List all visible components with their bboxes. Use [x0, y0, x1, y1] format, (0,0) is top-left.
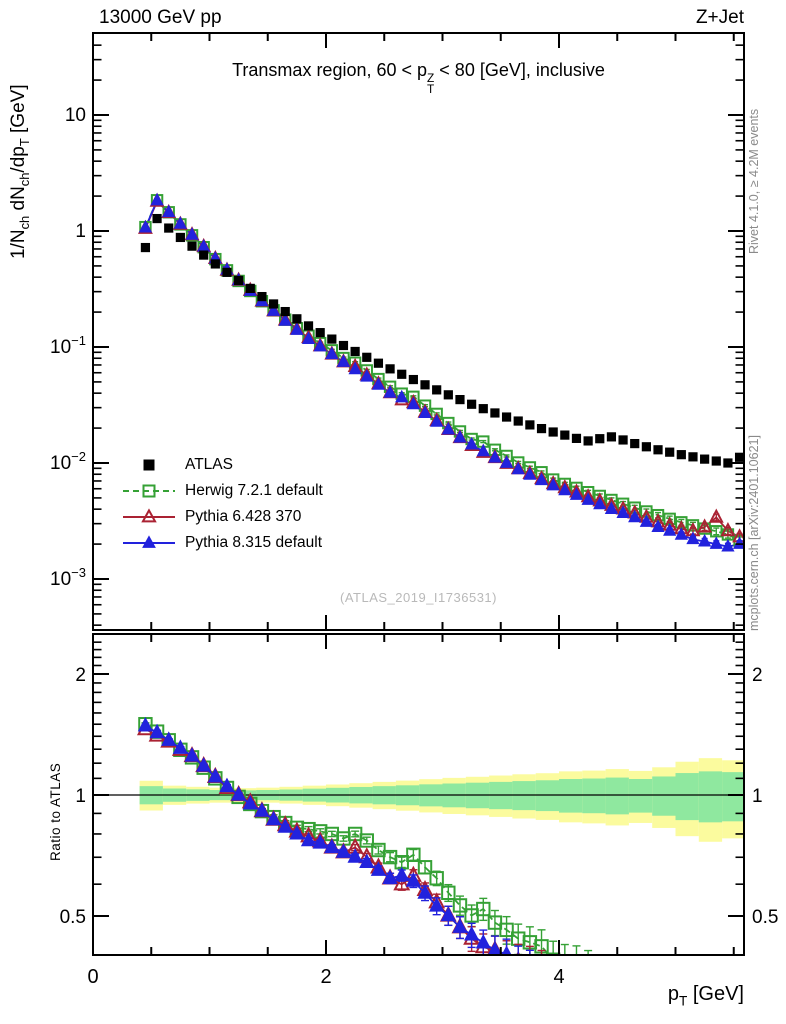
- atlas-marker-icon: [143, 459, 155, 471]
- herwig-marker-icon: [123, 484, 175, 498]
- analysis-id-watermark: (ATLAS_2019_I1736531): [340, 590, 497, 605]
- x-title-sub: T: [678, 993, 688, 1009]
- y-title-seg: [GeV]: [8, 84, 29, 139]
- plot-title-text: Transmax region, 60 < p: [232, 60, 428, 80]
- legend-item-pythia6: Pythia 6.428 370: [120, 504, 323, 530]
- svg-text:1: 1: [752, 786, 763, 807]
- svg-text:10: 10: [65, 105, 86, 126]
- ratio-y-axis-title: Ratio to ATLAS: [48, 762, 63, 861]
- y-title-seg: 1/N: [8, 229, 29, 259]
- pt-subscript: T: [427, 82, 435, 97]
- svg-text:2: 2: [320, 966, 331, 988]
- plot-title-suffix: < 80 [GeV], inclusive: [434, 60, 605, 80]
- svg-text:1: 1: [75, 786, 86, 807]
- mcplots-arxiv-caption: mcplots.cern.ch [arXiv:2401.10621]: [747, 435, 761, 631]
- pythia6-marker-icon: [123, 508, 175, 523]
- svg-text:10−2: 10−2: [50, 449, 86, 474]
- svg-text:0.5: 0.5: [752, 907, 778, 928]
- x-title-seg: [GeV]: [687, 983, 744, 1005]
- x-title-seg: p: [667, 983, 679, 1005]
- legend-item-pythia8: Pythia 8.315 default: [120, 530, 323, 556]
- y-title-sub: ch: [17, 215, 33, 230]
- legend-item-herwig: Herwig 7.2.1 default: [120, 478, 323, 504]
- svg-text:10−1: 10−1: [50, 333, 86, 358]
- y-title-sub: ch: [17, 172, 33, 187]
- svg-text:0: 0: [87, 966, 98, 988]
- legend: ATLAS Herwig 7.2.1 default Pythia 6.428 …: [120, 452, 323, 556]
- svg-text:0.5: 0.5: [60, 907, 86, 928]
- svg-text:10−3: 10−3: [50, 565, 86, 590]
- rivet-version-caption: Rivet 4.1.0, ≥ 4.2M events: [747, 108, 761, 254]
- legend-label: Herwig 7.2.1 default: [185, 482, 323, 499]
- legend-label: Pythia 8.315 default: [185, 534, 323, 551]
- x-axis-title: pT [GeV]: [93, 983, 744, 1008]
- y-title-seg: dN: [8, 186, 29, 216]
- legend-label: ATLAS: [185, 456, 233, 473]
- pythia8-marker-icon: [123, 535, 175, 548]
- svg-text:2: 2: [752, 665, 763, 686]
- main-y-axis-title: 1/Nch dNch/dpT [GeV]: [8, 84, 32, 259]
- svg-text:2: 2: [75, 665, 86, 686]
- svg-text:1: 1: [75, 221, 86, 242]
- y-title-sub: T: [17, 138, 33, 147]
- beam-energy-label: 13000 GeV pp: [99, 7, 222, 28]
- pt-superscript: Z: [427, 70, 435, 85]
- legend-item-atlas: ATLAS: [120, 452, 323, 478]
- svg-text:4: 4: [553, 966, 564, 988]
- y-title-seg: /dp: [8, 146, 29, 173]
- legend-label: Pythia 6.428 370: [185, 508, 302, 525]
- process-label: Z+Jet: [695, 7, 744, 28]
